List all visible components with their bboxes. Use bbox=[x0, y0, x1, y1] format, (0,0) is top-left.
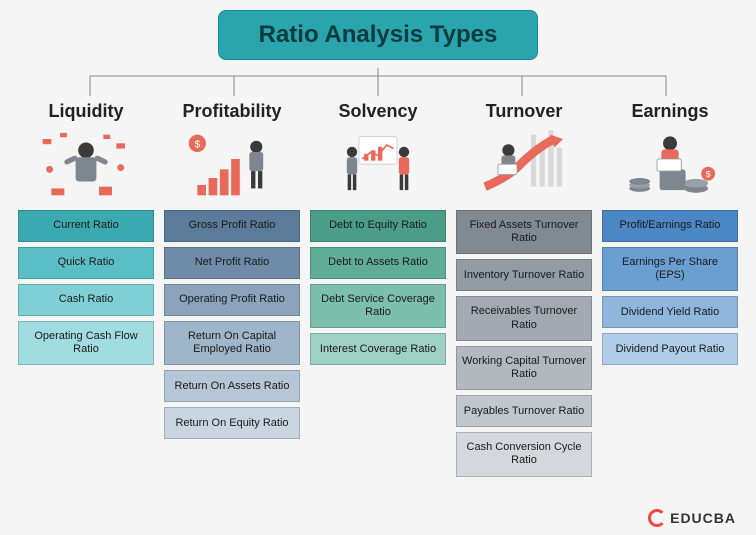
ratio-item: Gross Profit Ratio bbox=[164, 210, 300, 242]
ratio-item: Operating Profit Ratio bbox=[164, 284, 300, 316]
ratio-item: Operating Cash Flow Ratio bbox=[18, 321, 154, 365]
column-header: Earnings bbox=[602, 101, 738, 122]
ratio-item: Return On Assets Ratio bbox=[164, 370, 300, 402]
column-header: Liquidity bbox=[18, 101, 154, 122]
ratio-item: Dividend Payout Ratio bbox=[602, 333, 738, 365]
ratio-item: Working Capital Turnover Ratio bbox=[456, 346, 592, 390]
ratio-item: Cash Ratio bbox=[18, 284, 154, 316]
ratio-item: Return On Equity Ratio bbox=[164, 407, 300, 439]
brand-logo: EDUCBA bbox=[648, 509, 736, 527]
column-turnover: Turnover Fixed Assets Turnover Ratio Inve… bbox=[456, 101, 592, 477]
ratio-item: Inventory Turnover Ratio bbox=[456, 259, 592, 291]
ratio-item: Debt Service Coverage Ratio bbox=[310, 284, 446, 328]
column-earnings: Earnings $ Profit/Earnings Ratio Earnings… bbox=[602, 101, 738, 477]
column-solvency: Solvency Debt to Equity Ratio Debt to Ass… bbox=[310, 101, 446, 477]
items-list: Profit/Earnings Ratio Earnings Per Share … bbox=[602, 210, 738, 365]
ratio-item: Net Profit Ratio bbox=[164, 247, 300, 279]
column-header: Turnover bbox=[456, 101, 592, 122]
main-title: Ratio Analysis Types bbox=[218, 10, 539, 60]
ratio-item: Payables Turnover Ratio bbox=[456, 395, 592, 427]
column-liquidity: Liquidity Current Ratio Quick Ratio Cash R… bbox=[18, 101, 154, 477]
liquidity-illustration-icon bbox=[18, 126, 154, 204]
earnings-illustration-icon: $ bbox=[602, 126, 738, 204]
ratio-item: Fixed Assets Turnover Ratio bbox=[456, 210, 592, 254]
ratio-item: Current Ratio bbox=[18, 210, 154, 242]
items-list: Current Ratio Quick Ratio Cash Ratio Operat… bbox=[18, 210, 154, 365]
connector-lines bbox=[18, 68, 738, 96]
ratio-item: Earnings Per Share (EPS) bbox=[602, 247, 738, 291]
ratio-item: Interest Coverage Ratio bbox=[310, 333, 446, 365]
svg-text:$: $ bbox=[194, 140, 200, 151]
ratio-item: Debt to Assets Ratio bbox=[310, 247, 446, 279]
logo-mark-icon bbox=[648, 509, 666, 527]
logo-text: EDUCBA bbox=[670, 510, 736, 526]
solvency-illustration-icon bbox=[310, 126, 446, 204]
ratio-item: Debt to Equity Ratio bbox=[310, 210, 446, 242]
profitability-illustration-icon: $ bbox=[164, 126, 300, 204]
ratio-item: Return On Capital Employed Ratio bbox=[164, 321, 300, 365]
column-header: Profitability bbox=[164, 101, 300, 122]
ratio-item: Profit/Earnings Ratio bbox=[602, 210, 738, 242]
ratio-item: Cash Conversion Cycle Ratio bbox=[456, 432, 592, 476]
svg-text:$: $ bbox=[706, 169, 711, 179]
ratio-item: Quick Ratio bbox=[18, 247, 154, 279]
ratio-item: Dividend Yield Ratio bbox=[602, 296, 738, 328]
column-header: Solvency bbox=[310, 101, 446, 122]
column-profitability: Profitability $ Gross Profit Ratio Net Pr… bbox=[164, 101, 300, 477]
turnover-illustration-icon bbox=[456, 126, 592, 204]
items-list: Fixed Assets Turnover Ratio Inventory Tur… bbox=[456, 210, 592, 477]
ratio-item: Receivables Turnover Ratio bbox=[456, 296, 592, 340]
items-list: Gross Profit Ratio Net Profit Ratio Operat… bbox=[164, 210, 300, 439]
items-list: Debt to Equity Ratio Debt to Assets Ratio… bbox=[310, 210, 446, 365]
